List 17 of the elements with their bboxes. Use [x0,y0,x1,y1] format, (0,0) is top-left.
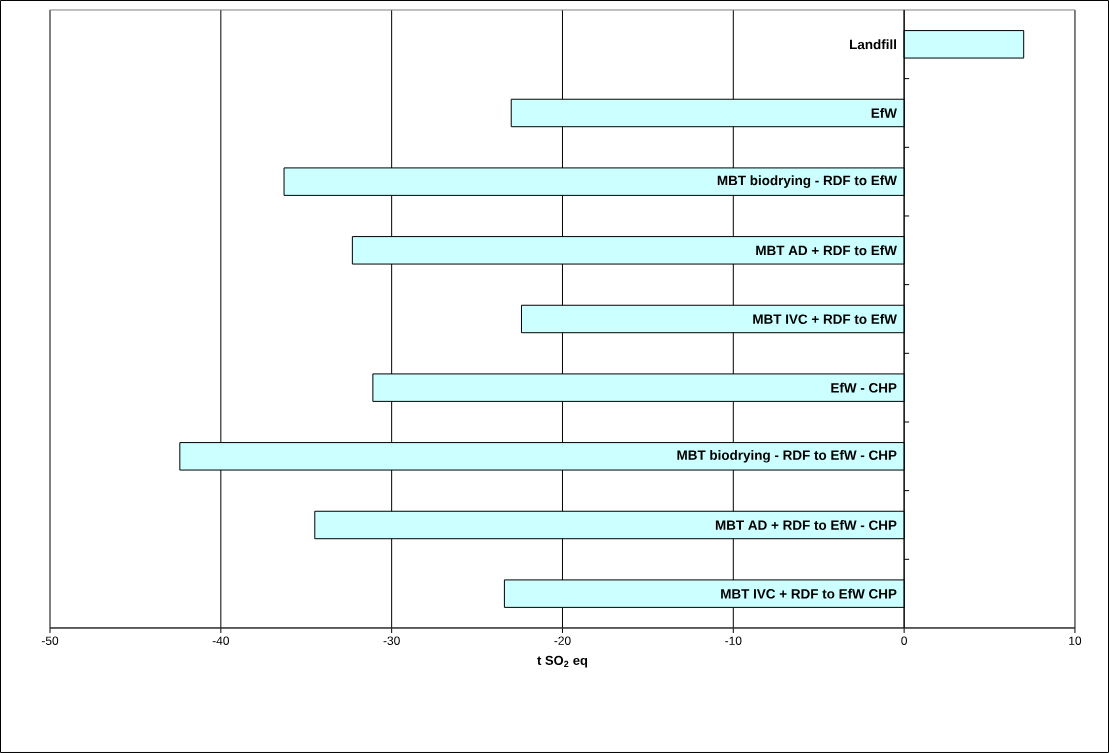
x-axis-title: t SO$_{2}$ eq [537,655,588,668]
x-tick-label: 10 [1069,636,1082,645]
y-tick-label: MBT IVC + RDF to EfW CHP [721,588,897,599]
x-tick-label: -30 [383,636,400,645]
y-tick-label: EfW [871,108,897,118]
x-tick-label: -10 [725,636,742,645]
x-tick-label: -40 [212,636,230,645]
x-tick-label: -20 [554,636,571,645]
y-tick-label: MBT AD + RDF to EfW - CHP [715,520,897,530]
y-tick-label: EfW - CHP [831,382,897,393]
y-tick-label: MBT AD + RDF to EfW [756,245,897,256]
y-tick-label: MBT IVC + RDF to EfW [753,314,897,324]
y-tick-label: MBT biodrying - RDF to EfW - CHP [677,450,897,463]
y-tick-label: MBT biodrying - RDF to EfW [717,175,897,188]
x-tick-label: -50 [41,636,59,645]
x-tick-label: 0 [901,636,907,645]
y-tick-label: Landfill [850,39,896,50]
